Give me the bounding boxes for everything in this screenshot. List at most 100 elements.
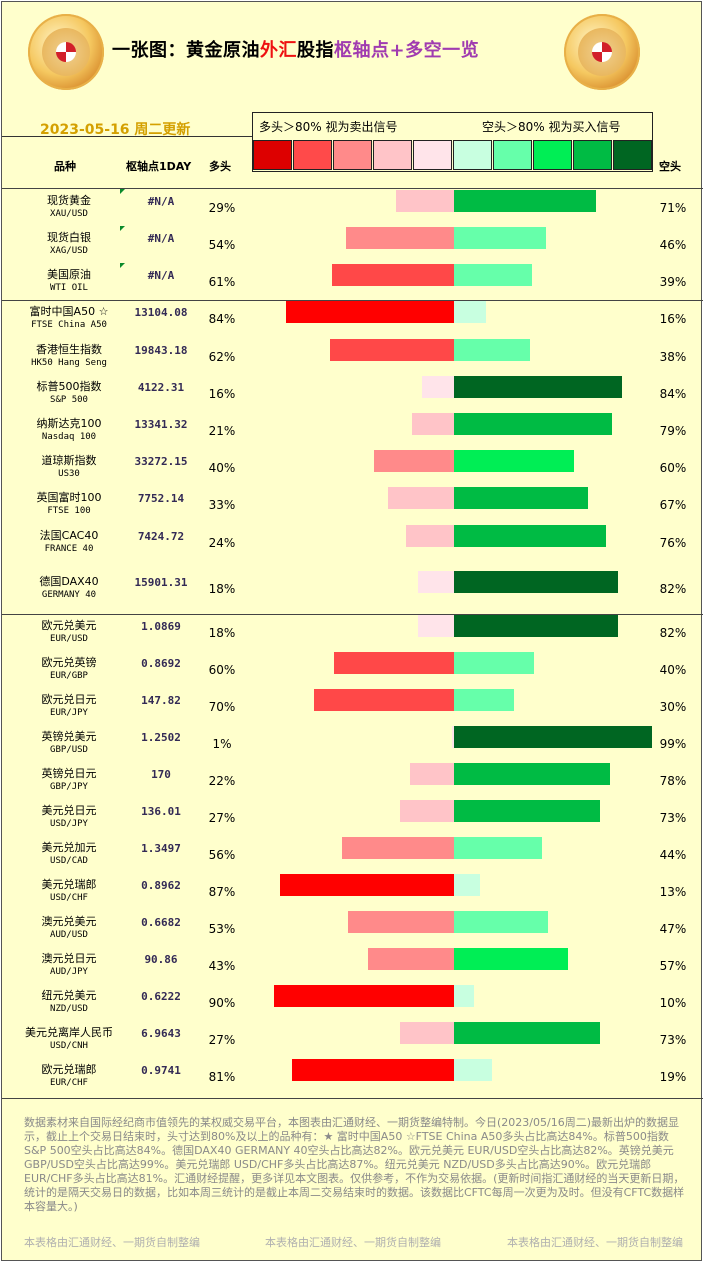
table-row: 澳元兑日元 AUD/JPY 90.86 43% 57% xyxy=(2,947,703,984)
brand-logo-right xyxy=(564,14,640,90)
long-bar xyxy=(410,763,454,785)
short-bar xyxy=(454,227,546,249)
short-percent: 76% xyxy=(659,536,687,550)
short-bar xyxy=(454,985,474,1007)
instrument-code: Nasdaq 100 xyxy=(41,432,97,442)
pivot-value: 0.8692 xyxy=(141,657,181,670)
instrument-name: 欧元兑英镑 xyxy=(41,656,97,669)
short-percent: 39% xyxy=(659,275,687,289)
instrument-code: EUR/GBP xyxy=(50,671,88,681)
pivot-value: 0.9741 xyxy=(141,1064,181,1077)
pivot-value: 13104.08 xyxy=(134,306,188,319)
short-percent: 13% xyxy=(659,885,687,899)
long-bar xyxy=(348,911,454,933)
long-bar xyxy=(396,190,454,212)
long-bar xyxy=(286,301,454,323)
instrument-name: 欧元兑瑞郎 xyxy=(41,1063,97,1076)
short-bar xyxy=(454,450,574,472)
cell-comment-marker xyxy=(120,189,125,194)
instrument-code: EUR/USD xyxy=(50,634,88,644)
short-bar xyxy=(454,837,542,859)
instrument-name: 欧元兑美元 xyxy=(41,619,97,632)
short-percent: 19% xyxy=(659,1070,687,1084)
table-row: 法国CAC40 FRANCE 40 7424.72 24% 76% xyxy=(2,524,703,561)
table-row: 澳元兑美元 AUD/USD 0.6682 53% 47% xyxy=(2,910,703,947)
pivot-value: 0.6222 xyxy=(141,990,181,1003)
pivot-value: #N/A xyxy=(147,195,175,208)
short-percent: 40% xyxy=(659,663,687,677)
table-row: 香港恒生指数 HK50 Hang Seng 19843.18 62% 38% xyxy=(2,338,703,375)
short-bar xyxy=(454,1022,600,1044)
pivot-value: 147.82 xyxy=(141,694,181,707)
brand-logo-left xyxy=(28,14,104,90)
short-bar xyxy=(454,413,612,435)
short-bar xyxy=(454,763,610,785)
short-bar xyxy=(454,571,618,593)
legend-swatch xyxy=(613,140,652,170)
table-row: 美元兑瑞郎 USD/CHF 0.8962 87% 13% xyxy=(2,873,703,910)
pivot-value: 0.6682 xyxy=(141,916,181,929)
long-percent: 24% xyxy=(208,536,236,550)
short-percent: 82% xyxy=(659,582,687,596)
instrument-code: NZD/USD xyxy=(50,1004,88,1014)
instrument-name: 纳斯达克100 xyxy=(36,417,102,430)
instrument-code: FTSE China A50 xyxy=(31,320,107,330)
table-top-divider xyxy=(2,188,703,189)
short-percent: 99% xyxy=(659,737,687,751)
long-percent: 18% xyxy=(208,582,236,596)
instrument-code: AUD/JPY xyxy=(50,967,88,977)
instrument-code: HK50 Hang Seng xyxy=(31,358,107,368)
instrument-code: XAU/USD xyxy=(50,209,88,219)
table-row: 欧元兑英镑 EUR/GBP 0.8692 60% 40% xyxy=(2,651,703,688)
instrument-name: 纽元兑美元 xyxy=(41,989,97,1002)
instrument-name: 澳元兑日元 xyxy=(41,952,97,965)
column-header-pivot: 枢轴点1DAY xyxy=(126,160,192,173)
footer-credit-2: 本表格由汇通财经、一期货自制整编 xyxy=(265,1236,441,1249)
title-part: 外汇 xyxy=(260,40,297,61)
instrument-name: 香港恒生指数 xyxy=(36,343,102,356)
long-percent: 60% xyxy=(208,663,236,677)
pivot-value: 33272.15 xyxy=(134,455,188,468)
section-divider-indices xyxy=(2,614,703,615)
short-bar xyxy=(454,689,514,711)
short-percent: 57% xyxy=(659,959,687,973)
cell-comment-marker xyxy=(120,226,125,231)
table-row: 德国DAX40 GERMANY 40 15901.31 18% 82% xyxy=(2,570,703,607)
legend-swatch xyxy=(253,140,292,170)
instrument-name: 英镑兑日元 xyxy=(41,767,97,780)
long-percent: 53% xyxy=(208,922,236,936)
short-bar xyxy=(454,487,588,509)
table-row: 富时中国A50 ☆ FTSE China A50 13104.08 84% 16% xyxy=(2,300,703,337)
pivot-value: 1.0869 xyxy=(141,620,181,633)
pivot-value: 7752.14 xyxy=(137,492,185,505)
footnote: 数据素材来自国际经纪商市值领先的某权威交易平台，本图表由汇通财经、一期货整编特制… xyxy=(24,1116,685,1213)
column-header-short: 空头 xyxy=(659,160,681,173)
short-percent: 78% xyxy=(659,774,687,788)
instrument-name: 标普500指数 xyxy=(36,380,102,393)
short-bar xyxy=(454,1059,492,1081)
long-percent: 62% xyxy=(208,350,236,364)
long-bar xyxy=(342,837,454,859)
long-percent: 54% xyxy=(208,238,236,252)
header-divider xyxy=(2,136,252,137)
long-bar xyxy=(400,1022,454,1044)
long-bar xyxy=(418,615,454,637)
instrument-code: GBP/JPY xyxy=(50,782,88,792)
short-percent: 73% xyxy=(659,811,687,825)
long-percent: 27% xyxy=(208,1033,236,1047)
instrument-code: US30 xyxy=(58,469,80,479)
pivot-value: #N/A xyxy=(147,232,175,245)
table-row: 美国原油 WTI OIL #N/A 61% 39% xyxy=(2,263,703,300)
title-part: 枢轴点 xyxy=(334,40,390,61)
legend-swatch xyxy=(293,140,332,170)
long-percent: 21% xyxy=(208,424,236,438)
column-header-long: 多头 xyxy=(209,160,231,173)
long-bar xyxy=(406,525,454,547)
instrument-name: 美元兑日元 xyxy=(41,804,97,817)
long-percent: 70% xyxy=(208,700,236,714)
table-row: 英镑兑美元 GBP/USD 1.2502 1% 99% xyxy=(2,725,703,762)
long-percent: 90% xyxy=(208,996,236,1010)
short-bar xyxy=(454,376,622,398)
short-percent: 84% xyxy=(659,387,687,401)
